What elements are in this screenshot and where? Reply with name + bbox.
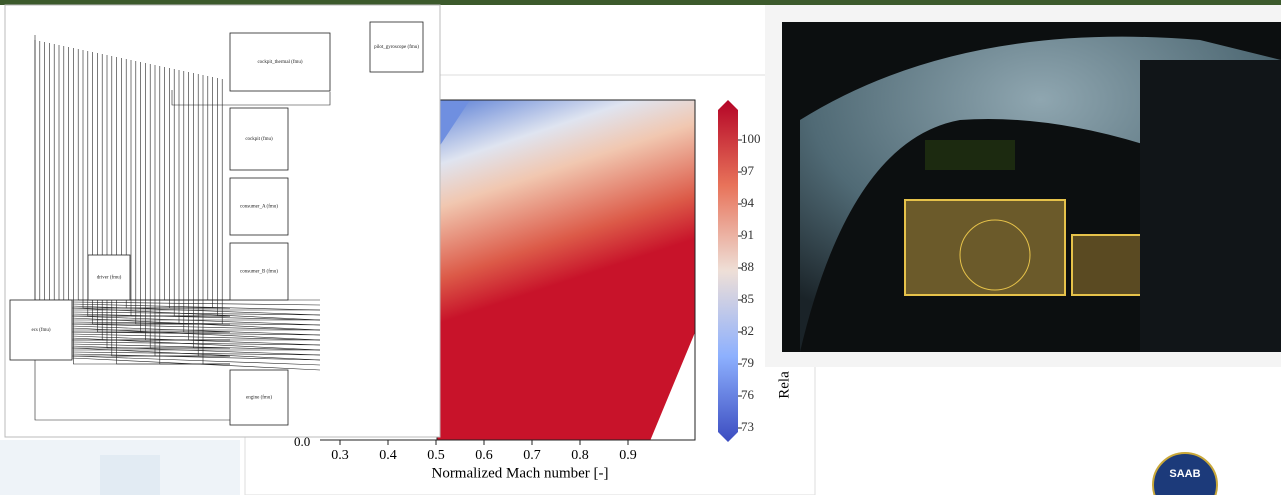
pilot-silhouette [1140, 60, 1281, 352]
radar-ring [959, 219, 1031, 291]
indicator-panel [925, 140, 1015, 170]
cockpit-display [904, 199, 1066, 296]
x-tick-label: 0.3 [331, 448, 349, 463]
connector [173, 69, 230, 317]
connector [71, 351, 321, 356]
diagram-block [9, 299, 73, 361]
connector [71, 333, 321, 341]
colorbar-label: Rela [776, 371, 792, 399]
diagram-block-label: consumer_A (fmu) [240, 205, 278, 210]
logo-text: SAAB [1169, 468, 1200, 480]
diagram-block-label: driver (fmu) [97, 276, 122, 281]
colorbar-tick-label: 82 [741, 323, 754, 338]
x-tick-label: 0.5 [427, 448, 445, 463]
diagram-block [229, 242, 289, 301]
colorbar-tick-label: 88 [741, 259, 754, 274]
diagram-block [229, 369, 289, 426]
contour-field [437, 100, 695, 440]
connector [71, 303, 321, 311]
colorbar-tick-label: 79 [741, 355, 754, 370]
diagram-block [87, 254, 131, 301]
connector [71, 357, 321, 371]
connector [197, 74, 230, 357]
top-bar [0, 0, 1281, 5]
connector [202, 75, 230, 365]
colorbar-tick-label: 97 [741, 163, 755, 178]
y-tick-label: 0.0 [294, 434, 310, 449]
connector [71, 343, 321, 351]
connector [71, 355, 321, 366]
diagram-block-label: ecs (fmu) [31, 328, 50, 333]
connector [169, 68, 230, 309]
colorbar-tick-label: 100 [741, 131, 761, 146]
connector [71, 341, 321, 346]
diagram-block [229, 107, 289, 171]
x-tick-label: 0.4 [379, 448, 397, 463]
connector [71, 323, 321, 331]
connector [212, 77, 230, 309]
colorbar-tick-label: 91 [741, 227, 754, 242]
diagram-block [229, 32, 331, 92]
diagram-block [369, 21, 424, 73]
diagram-block-label: cockpit (fmu) [245, 137, 273, 142]
connector [71, 353, 321, 361]
colorbar-tick-label: 76 [741, 387, 755, 402]
x-axis-label: Normalized Mach number [-] [431, 465, 608, 481]
connector [71, 331, 321, 336]
x-tick-label: 0.7 [523, 448, 541, 463]
contour-empty [650, 330, 696, 441]
logo [1152, 452, 1218, 500]
x-tick-label: 0.6 [475, 448, 493, 463]
connector [193, 73, 230, 349]
diagram-block-label: engine (fmu) [246, 396, 272, 401]
connector [71, 315, 321, 326]
connector [71, 345, 321, 356]
diagram-block-label: pilot_gyroscope (fmu) [374, 45, 419, 50]
connector [71, 325, 321, 336]
connector [71, 335, 321, 346]
x-tick-label: 0.9 [619, 448, 637, 463]
connector [71, 321, 321, 326]
connector [183, 71, 230, 333]
colorbar [718, 100, 738, 442]
watermark [100, 455, 160, 495]
connector [71, 311, 321, 316]
x-tick-label: 0.8 [571, 448, 589, 463]
cockpit-display [1071, 234, 1153, 296]
connector [34, 35, 230, 421]
connector [71, 301, 321, 306]
colorbar-tick-label: 94 [741, 195, 755, 210]
contour-region [437, 100, 470, 150]
colorbar-tick-label: 85 [741, 291, 754, 306]
diagram-block-label: consumer_B (fmu) [240, 270, 278, 275]
diagram-block [229, 177, 289, 236]
connector [217, 78, 230, 317]
connector [71, 305, 321, 316]
connector [171, 90, 331, 106]
connector [71, 313, 321, 321]
diagram-block-label: cockpit_thermal (fmu) [257, 60, 302, 65]
colorbar-tick-label: 73 [741, 419, 754, 434]
